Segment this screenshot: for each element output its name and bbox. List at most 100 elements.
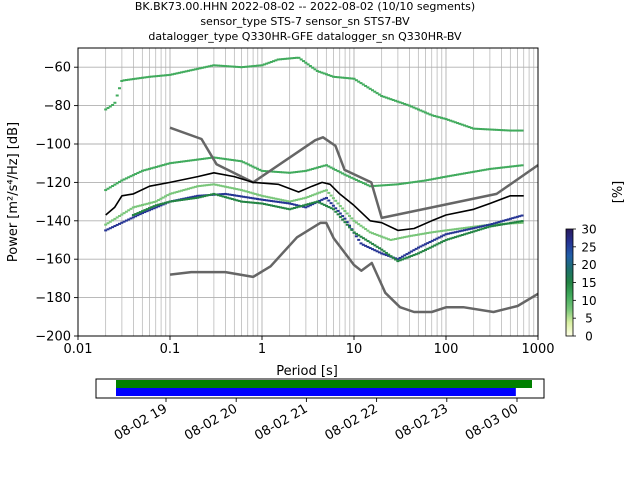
psd-cell [140, 212, 144, 215]
psd-cell [421, 110, 425, 113]
psd-cell [173, 199, 177, 202]
psd-cell [361, 182, 365, 185]
psd-cell [327, 191, 331, 194]
psd-cell [414, 253, 418, 256]
psd-cell [428, 113, 432, 116]
psd-cell [134, 173, 138, 176]
psd-cell [502, 223, 506, 226]
psd-cell [458, 173, 462, 176]
psd-cell [281, 171, 285, 174]
psd-cell [416, 180, 420, 183]
psd-cell [497, 221, 501, 224]
psd-cell [462, 226, 466, 229]
psd-cell [511, 221, 515, 224]
psd-cell [173, 191, 177, 194]
psd-cell [200, 194, 204, 197]
psd-cell [297, 56, 301, 59]
psd-cell [354, 221, 358, 224]
psd-cell [170, 200, 174, 203]
psd-cell [235, 159, 239, 162]
psd-cell [329, 194, 333, 197]
psd-cell [288, 200, 292, 203]
colorbar-tick-label: 30 [581, 223, 596, 237]
psd-cell [306, 203, 310, 206]
psd-cell [331, 75, 335, 78]
psd-cell [453, 231, 457, 234]
psd-cell [462, 124, 466, 127]
psd-cell [373, 249, 377, 252]
psd-cell [106, 228, 110, 231]
psd-cell [343, 76, 347, 79]
psd-cell [145, 168, 149, 171]
psd-cell [387, 254, 391, 257]
psd-cell [239, 189, 243, 192]
psd-cell [497, 128, 501, 131]
psd-cell [368, 247, 372, 250]
psd-cell [292, 203, 296, 206]
psd-cell [150, 208, 154, 211]
psd-cell [350, 176, 354, 179]
psd-cell [161, 196, 165, 199]
psd-cell [456, 230, 460, 233]
psd-cell [414, 180, 418, 183]
psd-cell [444, 229, 448, 232]
psd-cell [518, 220, 522, 223]
psd-cell [504, 129, 508, 132]
psd-cell [253, 166, 257, 169]
psd-cell [421, 250, 425, 253]
psd-cell [196, 67, 200, 70]
y-tick-label: −120 [35, 176, 71, 191]
psd-cell [430, 114, 434, 117]
psd-cell [352, 219, 356, 222]
psd-cell [230, 198, 234, 201]
psd-cell [350, 77, 354, 80]
psd-cell [297, 198, 301, 201]
psd-cell [196, 158, 200, 161]
psd-cell [320, 198, 324, 201]
psd-cell [267, 196, 271, 199]
psd-cell [437, 236, 441, 239]
x-axis-label: Period [s] [276, 364, 338, 379]
psd-cell [437, 230, 441, 233]
psd-cell [405, 182, 409, 185]
psd-cell [396, 183, 400, 186]
psd-cell [518, 164, 522, 167]
psd-cell [246, 196, 250, 199]
psd-cell [223, 196, 227, 199]
psd-cell [244, 196, 248, 199]
psd-cell [449, 228, 453, 231]
psd-cell [223, 185, 227, 188]
psd-cell [389, 238, 393, 241]
psd-cell [458, 234, 462, 237]
psd-cell [428, 231, 432, 234]
psd-cell [338, 212, 342, 215]
psd-cell [184, 197, 188, 200]
psd-cell [345, 174, 349, 177]
psd-cell [318, 70, 322, 73]
psd-cell [175, 72, 179, 75]
psd-cell [451, 228, 455, 231]
psd-cell [212, 183, 216, 186]
availability-segment [116, 388, 516, 396]
psd-cell [267, 199, 271, 202]
psd-cell [232, 194, 236, 197]
psd-cell [456, 122, 460, 125]
psd-cell [407, 181, 411, 184]
psd-cell [343, 217, 347, 220]
psd-cell [499, 223, 503, 226]
psd-cell [384, 237, 388, 240]
psd-cell [426, 179, 430, 182]
psd-cell [111, 219, 115, 222]
psd-cell [253, 201, 257, 204]
psd-cell [163, 195, 167, 198]
psd-cell [230, 193, 234, 196]
psd-cell [306, 169, 310, 172]
psd-cell [274, 59, 278, 62]
psd-plot-area: 0.01 0.1 1 10 100 1000 −60 −80 −100 −120 −140 −160… [35, 47, 555, 357]
psd-cell [460, 234, 464, 237]
psd-cell [299, 197, 303, 200]
psd-cell [221, 193, 225, 196]
psd-cell [488, 128, 492, 131]
psd-cell [469, 226, 473, 229]
psd-cell [278, 171, 282, 174]
